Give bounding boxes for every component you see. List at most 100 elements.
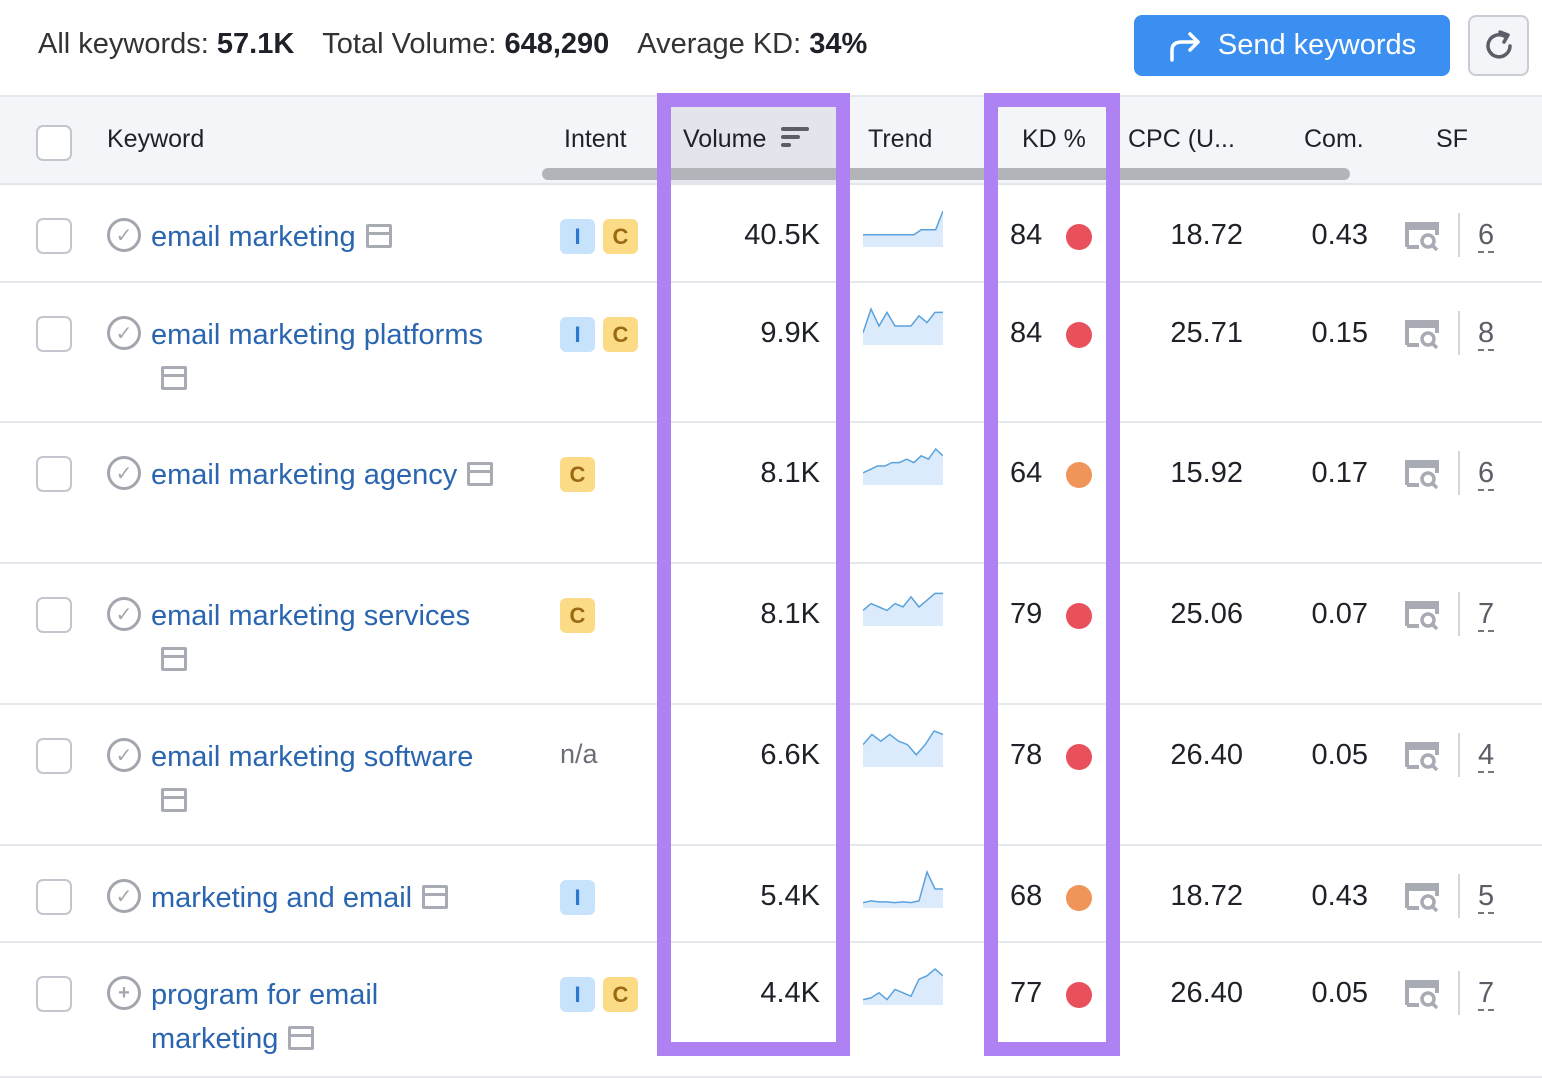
trend-line: [863, 306, 943, 334]
serp-snapshot-icon[interactable]: [365, 224, 392, 248]
serp-snapshot-icon[interactable]: [161, 647, 187, 671]
select-all-checkbox[interactable]: [36, 125, 72, 161]
trend-sparkline: [863, 869, 943, 908]
send-keywords-button[interactable]: Send keywords: [1134, 15, 1450, 76]
trend-area: [863, 309, 943, 345]
intent-badge-I: I: [560, 977, 595, 1012]
sf-count[interactable]: 6: [1478, 219, 1495, 253]
divider: [1458, 733, 1460, 777]
row-checkbox[interactable]: [36, 456, 72, 492]
column-sf[interactable]: SF: [1436, 125, 1468, 153]
table-row: ✓ email marketing software n/a 6.6K 78 2…: [0, 705, 1542, 846]
check-circle-icon[interactable]: ✓: [107, 597, 141, 631]
cpc-value: 25.71: [1170, 317, 1243, 349]
row-checkbox[interactable]: [36, 738, 72, 774]
check-circle-icon[interactable]: ✓: [107, 218, 141, 252]
check-circle-icon[interactable]: ✓: [107, 879, 141, 913]
serp-snapshot-icon[interactable]: [161, 788, 187, 812]
kd-value: 84: [1010, 219, 1043, 251]
keyword-link[interactable]: email marketing software: [151, 741, 474, 773]
keyword-link[interactable]: program for email marketing: [151, 979, 379, 1055]
row-checkbox[interactable]: [36, 879, 72, 915]
row-checkbox[interactable]: [36, 976, 72, 1012]
column-cpc[interactable]: CPC (U...: [1128, 125, 1235, 153]
kd-difficulty-dot: [1066, 462, 1092, 488]
total-volume-stat: Total Volume: 648,290: [322, 28, 610, 60]
sf-count[interactable]: 7: [1478, 598, 1495, 632]
plus-circle-icon[interactable]: +: [107, 976, 141, 1010]
kd-difficulty-dot: [1066, 982, 1092, 1008]
column-kd[interactable]: KD %: [1022, 125, 1086, 153]
serp-features-icon[interactable]: [1405, 221, 1439, 251]
volume-value: 8.1K: [760, 598, 820, 630]
trend-area: [863, 969, 943, 1005]
sf-count[interactable]: 8: [1478, 317, 1495, 351]
trend-line: [863, 730, 943, 756]
serp-features-icon[interactable]: [1405, 882, 1439, 912]
competition-value: 0.05: [1311, 977, 1368, 1009]
sf-count[interactable]: 5: [1478, 880, 1495, 914]
table-row: ✓ email marketing services C 8.1K 79 25.…: [0, 564, 1542, 705]
cpc-value: 25.06: [1170, 598, 1243, 630]
divider: [1458, 874, 1460, 918]
keyword-link[interactable]: email marketing agency: [151, 459, 458, 491]
sf-count[interactable]: 7: [1478, 977, 1495, 1011]
keyword-cell: program for email marketing: [151, 973, 501, 1061]
serp-features-icon[interactable]: [1405, 319, 1439, 349]
serp-features-icon[interactable]: [1405, 979, 1439, 1009]
keyword-link[interactable]: email marketing services: [151, 600, 471, 632]
volume-value: 5.4K: [760, 880, 820, 912]
keyword-cell: email marketing services: [151, 594, 501, 682]
row-checkbox[interactable]: [36, 218, 72, 254]
serp-snapshot-icon[interactable]: [288, 1026, 315, 1050]
column-intent[interactable]: Intent: [564, 125, 627, 153]
volume-value: 4.4K: [760, 977, 820, 1009]
serp-features-icon[interactable]: [1405, 600, 1439, 630]
column-trend[interactable]: Trend: [868, 125, 933, 153]
serp-features-icon[interactable]: [1405, 459, 1439, 489]
intent-badge-C: C: [603, 977, 638, 1012]
competition-value: 0.43: [1311, 219, 1368, 251]
competition-value: 0.15: [1311, 317, 1368, 349]
check-circle-icon[interactable]: ✓: [107, 738, 141, 772]
intent-na: n/a: [560, 739, 598, 769]
column-volume[interactable]: Volume: [683, 125, 810, 154]
keyword-link[interactable]: marketing and email: [151, 882, 413, 914]
divider: [1458, 971, 1460, 1015]
keyword-link[interactable]: email marketing: [151, 221, 356, 253]
cpc-value: 26.40: [1170, 739, 1243, 771]
trend-sparkline: [863, 447, 943, 485]
intent-badge-C: C: [560, 457, 595, 492]
serp-snapshot-icon[interactable]: [161, 366, 187, 390]
trend-area: [863, 449, 943, 485]
summary-bar: All keywords: 57.1K Total Volume: 648,29…: [38, 28, 867, 61]
competition-value: 0.43: [1311, 880, 1368, 912]
serp-snapshot-icon[interactable]: [467, 462, 494, 486]
table-header: Keyword Intent Volume Trend KD % CPC (U.…: [0, 95, 1542, 185]
check-circle-icon[interactable]: ✓: [107, 316, 141, 350]
column-com[interactable]: Com.: [1304, 125, 1364, 153]
sf-count[interactable]: 6: [1478, 457, 1495, 491]
sf-count[interactable]: 4: [1478, 739, 1495, 773]
keyword-cell: email marketing platforms: [151, 313, 501, 401]
horizontal-scrollbar[interactable]: [542, 168, 1350, 180]
keyword-cell: email marketing software: [151, 735, 501, 823]
kd-difficulty-dot: [1066, 885, 1092, 911]
refresh-button[interactable]: [1468, 15, 1529, 76]
serp-snapshot-icon[interactable]: [422, 885, 449, 909]
competition-value: 0.17: [1311, 457, 1368, 489]
trend-sparkline: [863, 592, 943, 626]
intent-badge-I: I: [560, 880, 595, 915]
serp-features-icon[interactable]: [1405, 741, 1439, 771]
column-keyword[interactable]: Keyword: [107, 125, 205, 153]
row-checkbox[interactable]: [36, 597, 72, 633]
keyword-link[interactable]: email marketing platforms: [151, 319, 483, 351]
trend-sparkline: [863, 968, 943, 1005]
kd-difficulty-dot: [1066, 603, 1092, 629]
check-circle-icon[interactable]: ✓: [107, 456, 141, 490]
sort-icon: [781, 127, 810, 147]
table-row: ✓ email marketing agency C 8.1K 64 15.92…: [0, 423, 1542, 564]
row-checkbox[interactable]: [36, 316, 72, 352]
